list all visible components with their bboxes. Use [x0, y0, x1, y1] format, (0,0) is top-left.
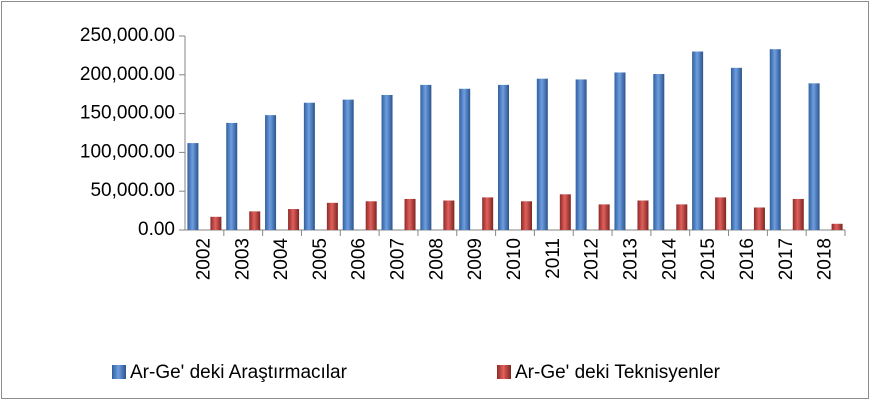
y-tick-label: 150,000.00 [80, 103, 175, 124]
bar [498, 84, 509, 230]
bar [381, 94, 393, 230]
bar [404, 198, 416, 230]
x-tick-label: 2009 [465, 238, 486, 280]
bar [443, 200, 455, 230]
x-tick-label: 2002 [193, 238, 214, 280]
y-tick-label: 200,000.00 [80, 64, 175, 85]
x-tick-label: 2010 [504, 238, 525, 280]
x-tick-label: 2012 [582, 238, 603, 280]
bar [653, 74, 665, 230]
bar [210, 216, 222, 230]
bar [808, 83, 820, 230]
x-tick-label: 2011 [543, 238, 564, 279]
bar [559, 194, 571, 230]
legend-label: Ar-Ge' deki Teknisyenler [515, 362, 721, 383]
x-tick-label: 2013 [620, 238, 641, 280]
x-tick-label: 2014 [659, 238, 680, 281]
bar [420, 84, 432, 230]
y-tick-label: 50,000.00 [90, 180, 175, 201]
y-tick-label: 0.00 [138, 219, 175, 240]
x-tick-label: 2008 [426, 238, 447, 280]
bar [521, 201, 532, 230]
legend-swatch [497, 365, 511, 379]
bar [326, 202, 338, 230]
x-tick-label: 2015 [698, 238, 719, 280]
bar [575, 79, 587, 231]
bar [676, 204, 688, 230]
bar [249, 211, 261, 230]
bar [637, 200, 649, 230]
legend-label: Ar-Ge' deki Araştırmacılar [130, 362, 348, 383]
bar [342, 99, 354, 230]
bar [614, 72, 626, 230]
bar [598, 204, 610, 230]
x-tick-label: 2003 [232, 238, 253, 280]
bar [288, 209, 300, 230]
bar [365, 201, 377, 230]
bar [753, 207, 765, 230]
x-tick-label: 2007 [388, 238, 409, 280]
x-tick-label: 2017 [776, 238, 797, 280]
bar [482, 197, 494, 230]
bar [792, 198, 804, 230]
bar [226, 122, 238, 230]
y-tick-label: 100,000.00 [80, 141, 175, 162]
bar [265, 115, 277, 230]
x-tick-label: 2004 [271, 238, 292, 281]
x-tick-label: 2005 [310, 238, 331, 280]
bar [715, 197, 727, 230]
x-tick-label: 2016 [737, 238, 758, 280]
bar [692, 51, 704, 230]
bar [730, 67, 742, 230]
bar [536, 78, 548, 231]
bar [187, 143, 199, 230]
bar [831, 223, 843, 230]
legend-swatch [112, 365, 126, 379]
x-tick-label: 2018 [815, 238, 836, 280]
y-tick-label: 250,000.00 [80, 25, 175, 46]
x-tick-label: 2006 [349, 238, 370, 280]
bar [459, 88, 471, 230]
bar [769, 49, 781, 230]
bar [303, 102, 315, 230]
